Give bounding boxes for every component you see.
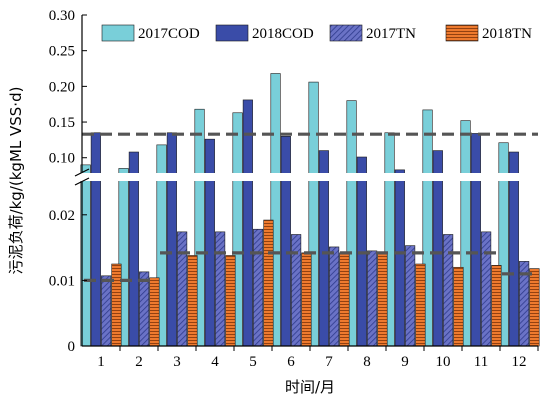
bar-2018TN-month-6	[301, 252, 312, 347]
bar-2018COD-month-6	[280, 136, 291, 347]
y-tick-label-0.01: 0.01	[49, 273, 75, 289]
legend-swatch-2017TN	[329, 24, 363, 42]
x-tick-label-6: 6	[287, 354, 295, 370]
legend-label-2018COD: 2018COD	[252, 26, 314, 42]
y-tick-label-0.25: 0.25	[49, 44, 75, 60]
x-tick-label-4: 4	[211, 354, 219, 370]
bar-2017TN-month-11	[481, 231, 492, 347]
legend-swatch-2018COD	[215, 24, 249, 42]
bar-2018COD-month-5	[242, 99, 253, 347]
x-tick-label-3: 3	[173, 354, 181, 370]
bar-2018TN-month-3	[187, 255, 198, 347]
bar-2018COD-month-2	[128, 151, 139, 347]
legend-swatch-2018TN	[445, 24, 479, 42]
bar-2018TN-month-5	[263, 219, 274, 347]
bar-2017TN-month-1	[101, 275, 112, 347]
y-axis-title: 污泥负荷/kg/(kgML VSS·d)	[7, 87, 25, 275]
legend-label-2018TN: 2018TN	[482, 26, 532, 42]
bar-2018TN-month-11	[491, 265, 502, 347]
bar-2018COD-month-12	[508, 151, 519, 347]
bar-2017TN-month-4	[215, 231, 226, 347]
y-tick-label-0.10: 0.10	[49, 151, 75, 167]
bar-2018TN-month-7	[339, 252, 350, 347]
bar-2018COD-month-1	[90, 132, 101, 347]
bar-2018COD-month-4	[204, 138, 215, 347]
legend-label-2017TN: 2017TN	[366, 26, 416, 42]
x-tick-label-9: 9	[401, 354, 409, 370]
x-tick-label-1: 1	[97, 354, 105, 370]
x-tick-label-2: 2	[135, 354, 143, 370]
axis-break-mark-upper	[74, 168, 90, 177]
y-tick-label-0: 0	[68, 339, 76, 355]
x-tick-label-12: 12	[512, 354, 527, 370]
y-tick-label-0.15: 0.15	[49, 115, 75, 131]
bar-2017TN-month-8	[367, 250, 378, 347]
y-tick-label-0.20: 0.20	[49, 79, 75, 95]
bar-2017TN-month-9	[405, 245, 416, 347]
bar-2018TN-month-8	[377, 252, 388, 347]
x-tick-label-10: 10	[436, 354, 451, 370]
y-tick-label-0.02: 0.02	[49, 208, 75, 224]
bar-2018COD-month-3	[166, 132, 177, 347]
bar-2018TN-month-4	[225, 255, 236, 347]
bar-2018COD-month-11	[470, 133, 481, 347]
axis-break-mark-lower	[74, 177, 90, 186]
x-tick-label-7: 7	[325, 354, 333, 370]
bar-2017TN-month-6	[291, 234, 302, 347]
bar-2018TN-month-10	[453, 266, 464, 347]
bar-2018TN-month-1	[111, 263, 122, 347]
y-tick-label-0.30: 0.30	[49, 8, 75, 24]
bar-2017TN-month-3	[177, 231, 188, 347]
legend-swatch-2017COD	[101, 24, 135, 42]
bar-2018COD-month-9	[394, 169, 405, 347]
bar-2018TN-month-2	[149, 277, 160, 347]
bar-2017TN-month-10	[443, 234, 454, 347]
axis-break-gap	[70, 173, 550, 181]
x-tick-label-8: 8	[363, 354, 371, 370]
bar-2018TN-month-12	[529, 268, 540, 347]
x-tick-label-5: 5	[249, 354, 257, 370]
bar-2018TN-month-9	[415, 263, 426, 347]
legend-label-2017COD: 2017COD	[138, 26, 200, 42]
x-tick-label-11: 11	[474, 354, 488, 370]
bar-2017TN-month-2	[139, 271, 150, 347]
bar-2017TN-month-5	[253, 228, 264, 347]
x-axis-title: 时间/月	[285, 378, 335, 396]
bar-2017TN-month-7	[329, 246, 340, 347]
